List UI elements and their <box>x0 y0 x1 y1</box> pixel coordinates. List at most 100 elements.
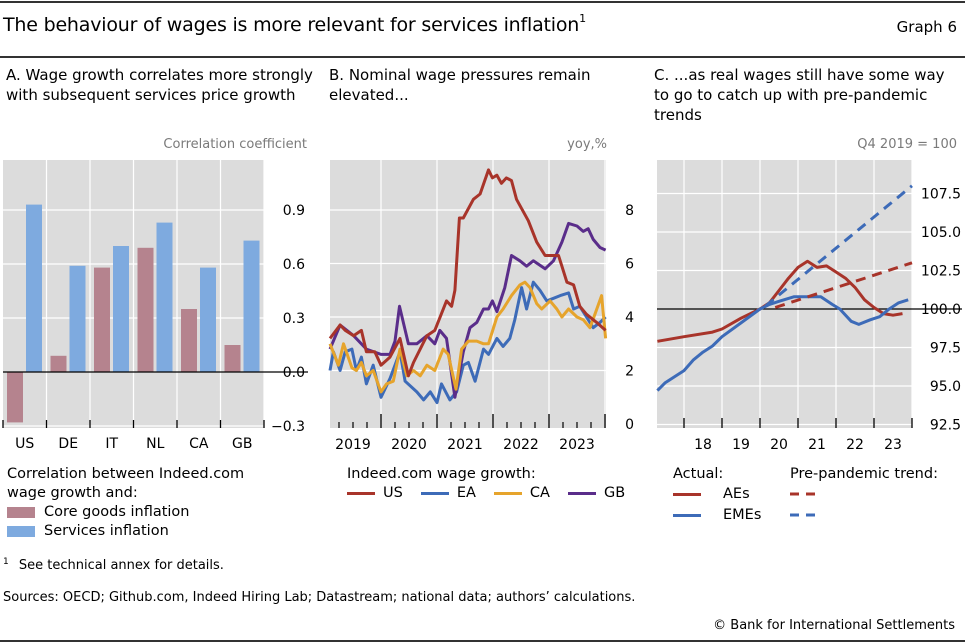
legend-item-core-goods: Core goods inflation <box>7 503 307 522</box>
x-tick-label: DE <box>58 436 78 452</box>
legend-label-aes: AEs <box>723 486 750 502</box>
y-tick-label: 0.3 <box>283 311 305 327</box>
bar-core-goods-ca <box>181 309 197 372</box>
x-tick-label: US <box>15 436 34 452</box>
aes-trend-swatch <box>790 492 820 496</box>
legend-label: Services inflation <box>44 523 169 539</box>
series-line-us <box>328 168 607 378</box>
series-line-aes-trend <box>774 261 913 309</box>
y-tick-label: 92.5 <box>930 418 961 434</box>
bar-services-gb <box>243 240 260 372</box>
panel-b-unit: yoy,% <box>567 137 607 152</box>
footnote: 1 See technical annex for details. <box>3 557 224 573</box>
series-line-emes-actual <box>656 295 909 392</box>
legend-row: US EA CA GB <box>347 484 647 503</box>
aes-actual-swatch <box>673 493 701 496</box>
legend-item-services: Services inflation <box>7 522 307 541</box>
panel-c-chart: 92.5 95.0 97.5 100.0 102.5 105.0 107.5 18 19 20 21… <box>656 160 962 453</box>
footnote-mark: 1 <box>3 557 9 567</box>
panel-b-legend: Indeed.com wage growth: US EA CA GB <box>347 465 647 503</box>
x-tick-label: 2022 <box>503 437 539 453</box>
y-tick-label: 6 <box>625 257 634 273</box>
legend-trend-heading: Pre-pandemic trend: <box>790 466 938 482</box>
x-tick-label: 21 <box>808 437 826 453</box>
series-line-aes-actual <box>657 259 903 343</box>
footnote-text: See technical annex for details. <box>18 558 224 574</box>
core-goods-swatch <box>7 507 35 518</box>
legend-label-ea: EA <box>456 485 476 501</box>
y-tick-label: 105.0 <box>921 225 961 241</box>
us-line-swatch <box>347 492 375 495</box>
x-tick-label: 20 <box>770 437 788 453</box>
panel-a-unit: Correlation coefficient <box>163 137 307 152</box>
bar-core-goods-us <box>7 372 23 423</box>
gb-line-swatch <box>567 492 596 495</box>
plot-background <box>330 160 606 428</box>
x-tick-label: 22 <box>846 437 864 453</box>
y-tick-label: 100.0 <box>921 302 961 318</box>
y-tick-label: 0.6 <box>283 257 305 273</box>
x-tick-label: 2023 <box>559 437 595 453</box>
bar-core-goods-de <box>50 355 67 372</box>
legend-label-gb: GB <box>603 485 626 501</box>
panel-c-legend: Actual: Pre-pandemic trend: AEs EMEs <box>673 465 963 526</box>
legend-heading: Correlation between Indeed.com wage grow… <box>7 466 245 501</box>
plot-background <box>657 160 912 428</box>
legend-actual-heading: Actual: <box>673 466 724 482</box>
legend-row-emes: EMEs <box>673 505 963 526</box>
panel-c-title: C. ...as real wages still have some way … <box>654 66 945 124</box>
bar-services-us <box>26 204 42 372</box>
x-tick-label: CA <box>189 436 209 452</box>
bar-services-nl <box>156 222 173 372</box>
y-tick-label: 102.5 <box>921 264 961 280</box>
y-tick-label: 0.0 <box>283 365 305 381</box>
bar-core-goods-gb <box>224 345 241 372</box>
bar-services-it <box>113 246 129 372</box>
x-tick-label: 23 <box>884 437 902 453</box>
legend-label-us: US <box>383 485 403 501</box>
series-line-gb <box>328 221 607 399</box>
series-line-ea <box>328 280 607 405</box>
x-tick-label: IT <box>105 436 118 452</box>
figure-title: The behaviour of wages is more relevant … <box>3 12 586 36</box>
panel-a-chart: −0.3 0.0 0.3 0.6 0.9 US DE IT NL CA GB <box>2 160 308 452</box>
y-tick-label: 4 <box>625 310 634 326</box>
emes-actual-swatch <box>673 514 701 517</box>
copyright: © Bank for International Settlements <box>713 618 955 633</box>
x-tick-label: 2020 <box>391 437 427 453</box>
bottom-rule <box>0 640 965 642</box>
sources: Sources: OECD; Github.com, Indeed Hiring… <box>3 590 636 605</box>
y-tick-label: 95.0 <box>930 379 961 395</box>
legend-label: Core goods inflation <box>44 504 190 520</box>
x-tick-label: 18 <box>694 437 712 453</box>
y-tick-label: 107.5 <box>921 187 961 203</box>
y-tick-label: 0 <box>625 417 634 433</box>
ea-line-swatch <box>420 492 449 495</box>
panel-b-chart: 0 2 4 6 8 2019 2020 2021 2022 2023 <box>328 160 636 453</box>
x-tick-label: 2021 <box>447 437 483 453</box>
emes-trend-swatch <box>790 513 820 517</box>
y-tick-label: 97.5 <box>930 341 961 357</box>
graph-number: Graph 6 <box>896 18 957 36</box>
x-tick-label: GB <box>232 436 252 452</box>
panel-c-unit: Q4 2019 = 100 <box>857 137 957 152</box>
top-rule <box>0 1 965 3</box>
legend-heading: Indeed.com wage growth: <box>347 466 536 482</box>
y-tick-label: 8 <box>625 203 634 219</box>
services-swatch <box>7 526 35 537</box>
bar-core-goods-nl <box>137 247 154 372</box>
series-line-ca <box>328 280 608 394</box>
panel-a-title: A. Wage growth correlates more strongly … <box>6 66 313 104</box>
x-tick-label: NL <box>146 436 164 452</box>
panel-b-title: B. Nominal wage pressures remain elevate… <box>329 66 591 104</box>
header-rule <box>0 56 965 58</box>
y-tick-label: −0.3 <box>271 419 305 435</box>
bar-services-de <box>69 265 86 372</box>
ca-line-swatch <box>493 492 522 495</box>
y-tick-label: 2 <box>625 364 634 380</box>
bar-core-goods-it <box>94 267 110 372</box>
panel-a-legend: Correlation between Indeed.com wage grow… <box>7 465 307 541</box>
x-tick-label: 2019 <box>335 437 371 453</box>
legend-row-aes: AEs <box>673 484 963 505</box>
title-footnote-mark: 1 <box>579 12 586 25</box>
